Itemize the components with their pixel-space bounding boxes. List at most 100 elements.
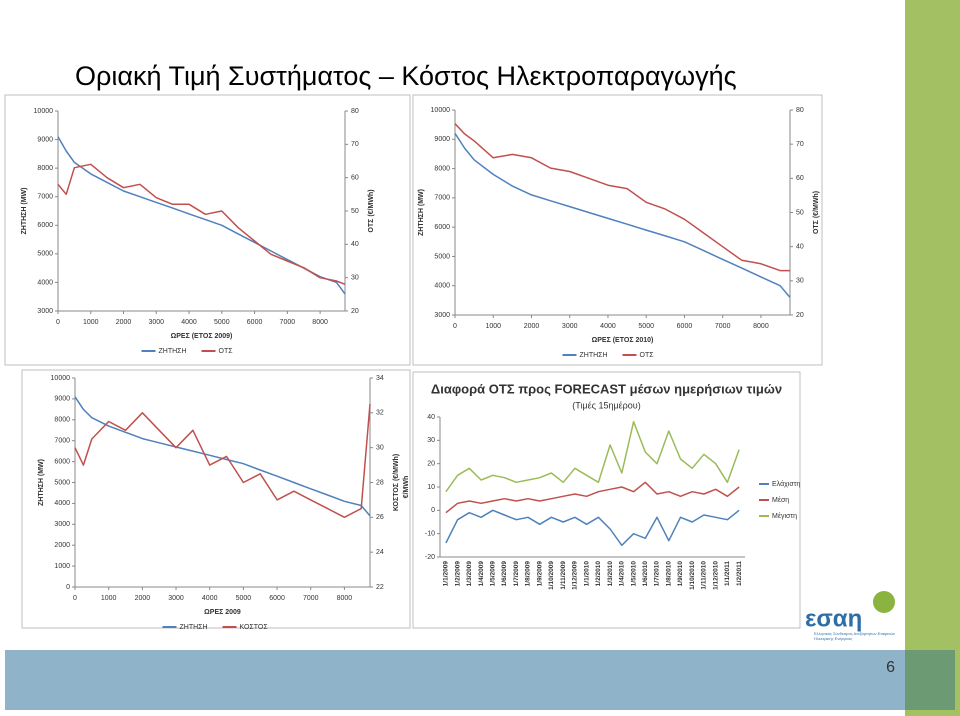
x-tick-label: 3000 bbox=[168, 595, 184, 602]
x-tick-label: 1/2/2011 bbox=[736, 561, 743, 586]
x-tick-label: 1/4/2010 bbox=[619, 561, 626, 587]
y2-tick-label: 80 bbox=[796, 107, 804, 114]
x-tick-label: 5000 bbox=[236, 595, 252, 602]
y-tick-label: 8000 bbox=[54, 417, 70, 424]
y2-tick-label: 70 bbox=[796, 141, 804, 148]
x-tick-label: 1/5/2009 bbox=[490, 561, 497, 587]
series-line bbox=[454, 132, 791, 298]
legend-label: Ελάχιστη bbox=[772, 480, 800, 488]
x-axis-label: ΩΡΕΣ 2009 bbox=[204, 609, 241, 616]
y2-tick-label: 30 bbox=[351, 275, 359, 282]
y-tick-label: 5000 bbox=[37, 251, 53, 258]
y2-axis-label: ΟΤΣ (€/MWh) bbox=[813, 191, 820, 234]
x-tick-label: 1000 bbox=[83, 319, 99, 326]
y2-tick-label: 40 bbox=[796, 244, 804, 251]
y-tick-label: 9000 bbox=[37, 136, 53, 143]
y2-tick-label: 22 bbox=[376, 584, 384, 591]
x-axis-label: ΩΡΕΣ (ΕΤΟΣ 2009) bbox=[171, 333, 233, 340]
y-tick-label: 2000 bbox=[54, 542, 70, 549]
series-line bbox=[445, 420, 740, 493]
legend-label: ΚΟΣΤΟΣ bbox=[240, 624, 269, 631]
x-tick-label: 5000 bbox=[638, 323, 654, 330]
chart-frame bbox=[412, 371, 801, 629]
x-tick-label: 8000 bbox=[753, 323, 769, 330]
y-axis-label: €/MWh bbox=[403, 476, 410, 499]
x-axis-label: ΩΡΕΣ (ΕΤΟΣ 2010) bbox=[592, 337, 654, 344]
legend-label: ΖΗΤΗΣΗ bbox=[180, 624, 208, 631]
y-tick-label: 7000 bbox=[434, 195, 450, 202]
logo-caption-box: Ελληνικός Σύνδεσμος Ανεξάρτητων Εταιρειώ… bbox=[814, 631, 895, 641]
x-tick-label: 5000 bbox=[214, 319, 230, 326]
y-tick-label: 1000 bbox=[54, 563, 70, 570]
x-tick-label: 1/3/2010 bbox=[607, 561, 614, 587]
x-tick-label: 0 bbox=[56, 319, 60, 326]
x-tick-label: 4000 bbox=[202, 595, 218, 602]
series-line bbox=[445, 481, 740, 514]
chart: 0 1000 2000 3000 4000 5000 6000 7000 8000 9000 100… bbox=[21, 369, 411, 631]
x-tick-label: 1/7/2009 bbox=[513, 561, 520, 587]
y-tick-label: 6000 bbox=[54, 458, 70, 465]
logo-leaf bbox=[873, 591, 895, 613]
y2-tick-label: 70 bbox=[351, 141, 359, 148]
y-tick-label: -10 bbox=[425, 531, 435, 538]
y2-tick-label: 20 bbox=[351, 308, 359, 315]
y2-tick-label: 26 bbox=[376, 514, 384, 521]
x-tick-label: 1/10/2010 bbox=[689, 561, 696, 590]
x-tick-label: 1/9/2009 bbox=[536, 561, 543, 587]
x-tick-label: 7000 bbox=[715, 323, 731, 330]
x-tick-label: 7000 bbox=[280, 319, 296, 326]
legend-label: ΟΤΣ bbox=[219, 348, 234, 355]
y-tick-label: 3000 bbox=[434, 312, 450, 319]
x-tick-label: 1/11/2009 bbox=[560, 561, 567, 590]
y-tick-label: 8000 bbox=[434, 165, 450, 172]
y-tick-label: 20 bbox=[427, 461, 435, 468]
series-line bbox=[74, 396, 371, 517]
x-tick-label: 1/12/2010 bbox=[712, 561, 719, 590]
x-tick-label: 8000 bbox=[312, 319, 328, 326]
x-tick-label: 1/8/2010 bbox=[665, 561, 672, 587]
x-tick-label: 6000 bbox=[247, 319, 263, 326]
y-tick-label: 9000 bbox=[434, 136, 450, 143]
x-tick-label: 1/2/2010 bbox=[595, 561, 602, 587]
y2-tick-label: 50 bbox=[351, 208, 359, 215]
y-tick-label: 8000 bbox=[37, 165, 53, 172]
x-tick-label: 0 bbox=[73, 595, 77, 602]
chart-frame bbox=[4, 94, 411, 366]
y-tick-label: 5000 bbox=[434, 253, 450, 260]
x-tick-label: 1/1/2010 bbox=[583, 561, 590, 587]
page-number: 6 bbox=[886, 659, 895, 676]
y-tick-label: 6000 bbox=[434, 224, 450, 231]
x-tick-label: 1/2/2009 bbox=[454, 561, 461, 587]
x-tick-label: 1/10/2009 bbox=[548, 561, 555, 590]
x-tick-label: 1/11/2010 bbox=[701, 561, 708, 590]
legend-label: ΖΗΤΗΣΗ bbox=[159, 348, 187, 355]
logo: εσαη Ελληνικός Σύνδεσμος Ανεξάρτητων Ετα… bbox=[805, 591, 895, 641]
side-bar bbox=[905, 0, 960, 716]
y2-tick-label: 40 bbox=[351, 241, 359, 248]
series-line bbox=[57, 163, 346, 285]
y-tick-label: 9000 bbox=[54, 396, 70, 403]
x-tick-label: 4000 bbox=[181, 319, 197, 326]
y-tick-label: 3000 bbox=[37, 308, 53, 315]
y-axis-label: ΖΗΤΗΣΗ (MW) bbox=[21, 188, 28, 235]
chart: 3000400050006000700080009000100002030405… bbox=[412, 94, 823, 366]
legend-label: ΟΤΣ bbox=[640, 352, 655, 359]
y2-tick-label: 80 bbox=[351, 108, 359, 115]
x-tick-label: 6000 bbox=[677, 323, 693, 330]
y-tick-label: 7000 bbox=[54, 438, 70, 445]
page-box bbox=[905, 650, 955, 710]
x-tick-label: 7000 bbox=[303, 595, 319, 602]
y2-tick-label: 20 bbox=[796, 312, 804, 319]
y-tick-label: 10000 bbox=[34, 108, 54, 115]
x-tick-label: 0 bbox=[453, 323, 457, 330]
x-tick-label: 4000 bbox=[600, 323, 616, 330]
x-tick-label: 1/9/2010 bbox=[677, 561, 684, 587]
y2-axis-label: ΚΟΣΤΟΣ (€/MWh) bbox=[393, 454, 400, 511]
y-tick-label: 10000 bbox=[431, 107, 451, 114]
y-tick-label: 5000 bbox=[54, 479, 70, 486]
x-tick-label: 1/3/2009 bbox=[466, 561, 473, 587]
x-tick-label: 6000 bbox=[269, 595, 285, 602]
legend-label: ΖΗΤΗΣΗ bbox=[580, 352, 608, 359]
y-axis-label: ΖΗΤΗΣΗ (MW) bbox=[38, 459, 45, 506]
